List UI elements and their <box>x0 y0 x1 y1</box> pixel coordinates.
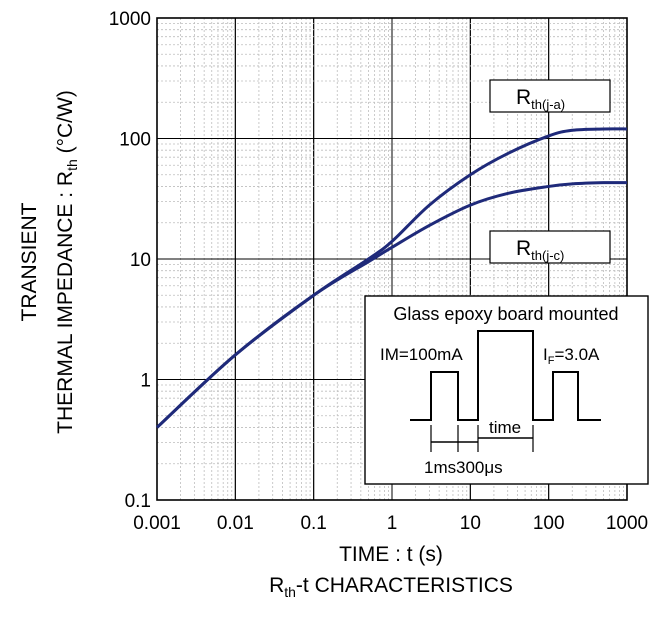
inset-im-label: IM=100mA <box>380 345 463 364</box>
series-line-rth-j-c <box>155 181 628 429</box>
caption-sub: th <box>284 584 296 600</box>
x-tick-label: 100 <box>533 513 565 534</box>
y-tick-label: 100 <box>119 130 151 151</box>
x-tick-label: 10 <box>460 513 481 534</box>
inset-title: Glass epoxy board mounted <box>393 304 618 324</box>
x-tick-label: 0.01 <box>217 513 254 534</box>
y-axis-label-line1: TRANSIENT <box>18 202 41 321</box>
ylabel-suffix: (°C/W) <box>54 90 77 159</box>
x-tick-label: 0.1 <box>300 513 326 534</box>
inset-if-main: I <box>543 345 548 364</box>
legend-rth-j-c: Rth(j-c) <box>489 230 611 264</box>
legend-rth-j-a: Rth(j-a) <box>489 79 611 113</box>
ylabel-prefix: THERMAL IMPEDANCE : R <box>54 171 77 434</box>
inset-if-suffix: =3.0A <box>554 345 600 364</box>
x-tick-label: 1 <box>387 513 398 534</box>
caption-suffix: -t CHARACTERISTICS <box>296 574 513 597</box>
y-tick-label: 1 <box>140 371 151 392</box>
svg-text:Rth(j-a): Rth(j-a) <box>516 86 565 112</box>
x-tick-label: 1000 <box>606 513 648 534</box>
inset-pulse-waveform <box>410 330 601 421</box>
y-axis-label-line2: THERMAL IMPEDANCE : Rth (°C/W) <box>54 90 80 434</box>
y-tick-labels: 0.1 1 10 100 1000 <box>109 9 151 512</box>
legend-rth-j-c-main: R <box>516 237 531 260</box>
y-tick-label: 1000 <box>109 9 151 30</box>
chart-caption: Rth-t CHARACTERISTICS <box>269 574 513 600</box>
plot-frame <box>156 17 628 501</box>
legend-rth-j-a-main: R <box>516 86 531 109</box>
legend-rth-j-a-sub: th(j-a) <box>531 97 565 112</box>
measurement-inset: Glass epoxy board mounted IM=100mA IF=3.… <box>364 295 649 485</box>
inset-time-label: time <box>489 418 521 437</box>
y-tick-label: 10 <box>130 250 151 271</box>
inset-us-label: 300μs <box>456 458 503 477</box>
inset-if-sub: F <box>548 355 555 367</box>
y-tick-label: 0.1 <box>125 491 151 512</box>
x-tick-label: 0.001 <box>133 513 181 534</box>
inset-ms-label: 1ms <box>424 458 456 477</box>
svg-text:IF=3.0A: IF=3.0A <box>543 345 600 367</box>
ylabel-sub: th <box>64 159 80 171</box>
legend-rth-j-c-sub: th(j-c) <box>531 248 564 263</box>
caption-main: R <box>269 574 284 597</box>
x-axis-label: TIME : t (s) <box>339 543 443 566</box>
svg-text:Rth(j-c): Rth(j-c) <box>516 237 564 263</box>
x-tick-labels: 0.001 0.01 0.1 1 10 100 1000 <box>133 513 648 534</box>
